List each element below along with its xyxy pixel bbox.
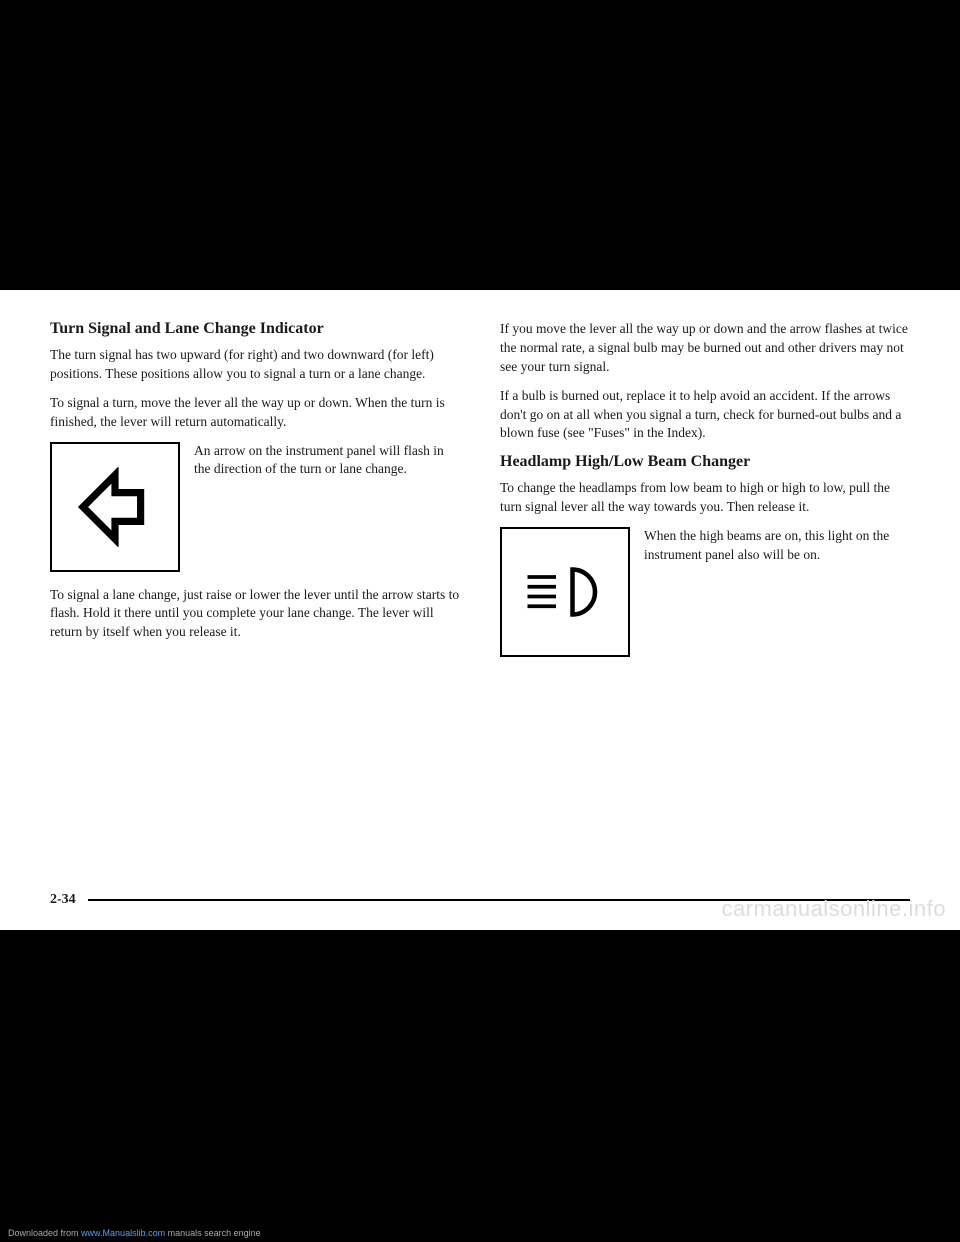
- download-prefix: Downloaded from: [8, 1228, 81, 1238]
- two-column-layout: Turn Signal and Lane Change Indicator Th…: [50, 320, 910, 671]
- highbeam-caption: When the high beams are on, this light o…: [644, 527, 910, 565]
- lane-change-para: To signal a lane change, just raise or l…: [50, 586, 460, 643]
- bulb-warning-para-1: If you move the lever all the way up or …: [500, 320, 910, 377]
- turn-signal-para-1: The turn signal has two upward (for righ…: [50, 346, 460, 384]
- watermark-text: carmanualsonline.info: [721, 896, 946, 922]
- right-column: If you move the lever all the way up or …: [500, 320, 910, 671]
- manual-page: Turn Signal and Lane Change Indicator Th…: [0, 290, 960, 930]
- download-suffix: manuals search engine: [165, 1228, 261, 1238]
- highbeam-row: When the high beams are on, this light o…: [500, 527, 910, 657]
- turn-arrow-caption: An arrow on the instrument panel will fl…: [194, 442, 460, 480]
- left-column: Turn Signal and Lane Change Indicator Th…: [50, 320, 460, 671]
- download-source-bar: Downloaded from www.Manualslib.com manua…: [8, 1228, 261, 1238]
- headlamp-heading: Headlamp High/Low Beam Changer: [500, 453, 910, 471]
- bulb-warning-para-2: If a bulb is burned out, replace it to h…: [500, 387, 910, 444]
- turn-arrow-icon-box: [50, 442, 180, 572]
- left-arrow-icon: [75, 467, 155, 547]
- page-number: 2-34: [50, 892, 76, 908]
- turn-arrow-row: An arrow on the instrument panel will fl…: [50, 442, 460, 572]
- highbeam-icon: [520, 562, 610, 622]
- turn-signal-heading: Turn Signal and Lane Change Indicator: [50, 320, 460, 338]
- download-link[interactable]: www.Manualslib.com: [81, 1228, 165, 1238]
- turn-signal-para-2: To signal a turn, move the lever all the…: [50, 394, 460, 432]
- headlamp-para: To change the headlamps from low beam to…: [500, 479, 910, 517]
- highbeam-icon-box: [500, 527, 630, 657]
